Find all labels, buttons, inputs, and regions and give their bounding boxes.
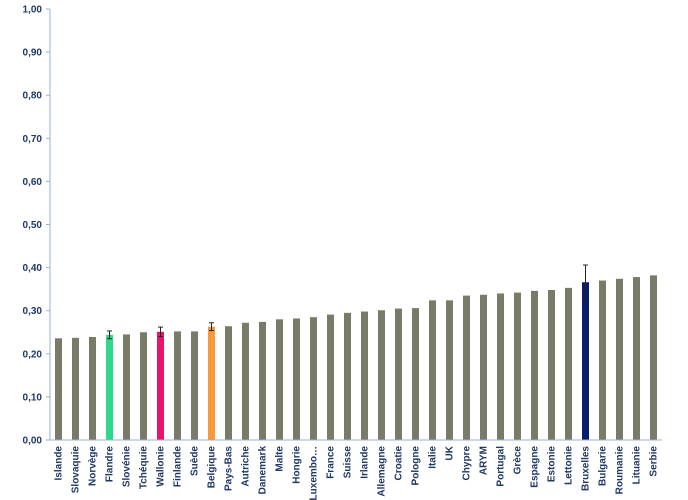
bar-3 — [106, 334, 113, 440]
x-tick-label: Slovénie — [122, 446, 133, 488]
error-bar-3 — [107, 330, 112, 340]
y-tick-label: 0,40 — [23, 263, 43, 274]
error-bar-31 — [583, 264, 588, 300]
bar-21 — [412, 308, 419, 440]
x-tick-label: Lettonie — [564, 446, 575, 485]
x-tick-label: Espagne — [530, 446, 541, 488]
bar-30 — [565, 287, 572, 440]
bar-22 — [429, 300, 436, 440]
x-tick-label: Wallonie — [156, 446, 167, 487]
bar-32 — [599, 280, 606, 440]
bar-23 — [446, 300, 453, 440]
x-tick-label: Islande — [54, 446, 65, 481]
bar-24 — [463, 295, 470, 440]
x-tick-label: Hongrie — [292, 446, 303, 484]
x-tick-label: Grèce — [513, 446, 524, 475]
x-axis-labels: Islande Slovaquie Norvège Flandre Slovénie Tc… — [54, 445, 660, 500]
x-tick-label: ARYM — [479, 446, 490, 475]
x-tick-label: Pologne — [411, 446, 422, 486]
bar-7 — [174, 331, 181, 440]
x-tick-label: Croatie — [394, 446, 405, 481]
x-tick-label: Bruxelles — [581, 446, 592, 491]
bar-28 — [531, 290, 538, 440]
y-tick-label: 0,80 — [23, 91, 43, 102]
x-tick-label: Autriche — [241, 446, 252, 487]
bar-11 — [242, 322, 249, 440]
x-tick-label: Slovaquie — [71, 446, 82, 494]
bar-25 — [480, 294, 487, 440]
x-tick-label: Serbie — [649, 446, 660, 477]
y-tick-label: 0,50 — [23, 220, 43, 231]
x-tick-label: UK — [445, 445, 456, 460]
bar-33 — [616, 278, 623, 440]
bar-12 — [259, 321, 266, 440]
x-tick-label: Roumanie — [615, 446, 626, 495]
y-tick-label: 0,00 — [23, 436, 43, 447]
y-tick-label: 0,70 — [23, 134, 43, 145]
bar-5 — [140, 332, 147, 440]
x-tick-label: Malte — [275, 446, 286, 472]
bar-27 — [514, 292, 521, 440]
error-bar-9 — [209, 322, 214, 332]
y-tick-label: 0,10 — [23, 392, 43, 403]
bars — [55, 275, 657, 440]
x-tick-label: Suisse — [343, 446, 354, 479]
x-tick-label: France — [326, 446, 337, 479]
x-tick-label: Flandre — [105, 446, 116, 483]
bar-2 — [89, 336, 96, 440]
y-axis-ticks: 0,00 0,10 0,20 0,30 0,40 0,50 0,60 0,70 0,80 0,90… — [23, 5, 50, 447]
x-tick-label: Irlande — [360, 446, 371, 479]
x-tick-label: Bulgarie — [598, 446, 609, 486]
bar-15 — [310, 317, 317, 440]
bar-31 — [582, 282, 589, 440]
x-tick-label: Pays-Bas — [224, 446, 235, 491]
y-tick-label: 0,20 — [23, 349, 43, 360]
y-tick-label: 0,30 — [23, 306, 43, 317]
bar-19 — [378, 310, 385, 440]
x-tick-label: Norvège — [88, 446, 99, 486]
bar-6 — [157, 331, 164, 440]
x-tick-label: Portugal — [496, 446, 507, 487]
x-tick-label: Luxembo… — [309, 446, 320, 500]
bar-8 — [191, 331, 198, 440]
x-tick-label: Lituanie — [632, 446, 643, 485]
bar-14 — [293, 318, 300, 440]
error-bars — [107, 264, 588, 340]
bar-0 — [55, 338, 62, 440]
bar-10 — [225, 326, 232, 440]
bar-1 — [72, 337, 79, 440]
bar-13 — [276, 319, 283, 440]
bar-4 — [123, 334, 130, 440]
bar-34 — [633, 277, 640, 440]
x-tick-label: Chypre — [462, 446, 473, 481]
y-tick-label: 1,00 — [23, 5, 43, 16]
x-tick-label: Italie — [428, 446, 439, 469]
x-tick-label: Suède — [190, 446, 201, 476]
bar-16 — [327, 314, 334, 440]
y-tick-label: 0,90 — [23, 48, 43, 59]
x-tick-label: Allemagne — [377, 446, 388, 497]
x-tick-label: Tchéquie — [139, 446, 150, 490]
bar-26 — [497, 293, 504, 440]
bar-29 — [548, 290, 555, 440]
x-tick-label: Belgique — [207, 446, 218, 489]
x-tick-label: Estonie — [547, 446, 558, 483]
error-bar-6 — [158, 326, 163, 338]
x-tick-label: Danemark — [258, 446, 269, 495]
bar-9 — [208, 326, 215, 440]
bar-17 — [344, 312, 351, 440]
x-tick-label: Finlande — [173, 446, 184, 488]
bar-18 — [361, 311, 368, 440]
y-tick-label: 0,60 — [23, 177, 43, 188]
bar-20 — [395, 308, 402, 440]
bar-35 — [650, 275, 657, 440]
